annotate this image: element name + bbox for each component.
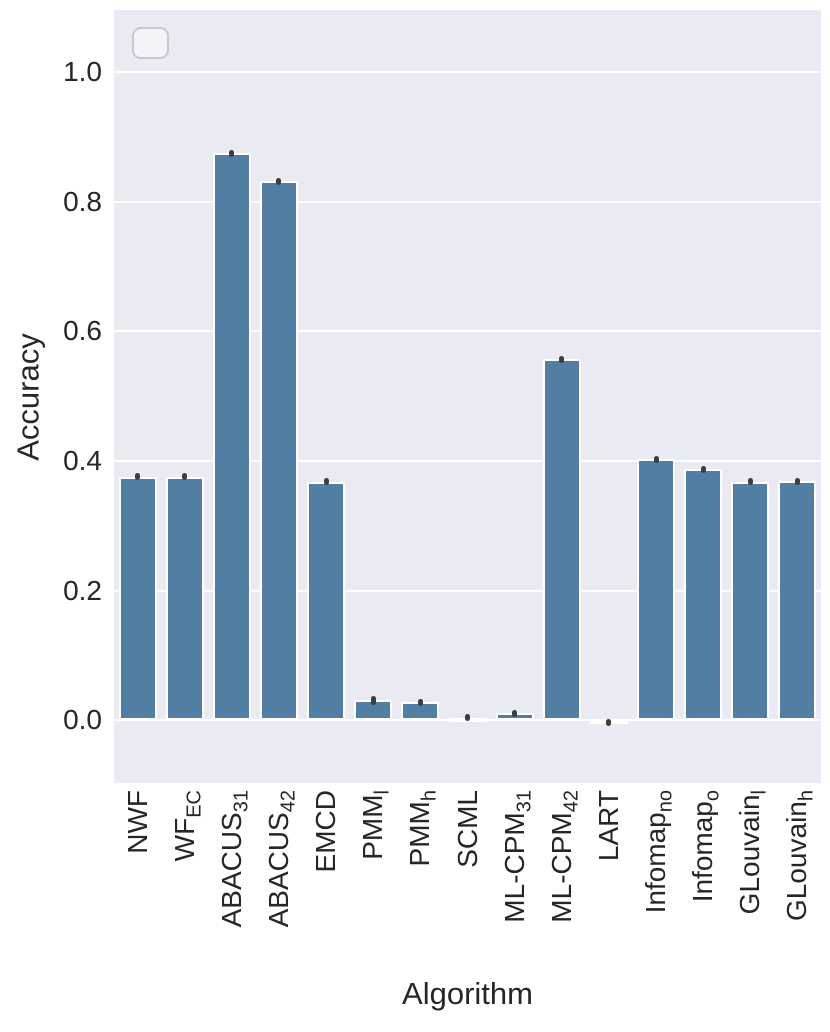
error-bar [323,478,329,486]
bar [731,481,770,721]
plot-area [114,10,821,783]
x-tick-label: PMMh [404,790,441,867]
x-tick-label: ML-CPM31 [498,790,536,923]
y-tick-label: 0.8 [63,185,102,217]
error-bar [182,473,188,481]
error-bar [276,177,282,185]
gridline [114,200,821,203]
x-tick-label-subscript: h [796,790,819,802]
y-tick-label: 0.0 [63,704,102,736]
x-tick-label: NWF [121,790,153,854]
error-bar [653,455,659,463]
error-bar [747,478,753,486]
legend-box [132,27,169,59]
bar [259,181,298,721]
error-bar [794,477,800,485]
x-tick-cell: ML-CPM31 [498,790,536,985]
error-bar [700,465,706,473]
bar [542,359,581,721]
x-tick-label-subscript: no [654,790,677,813]
x-tick-label: LART [592,790,624,862]
x-tick-cell: Infomapo [686,790,724,985]
bar [307,481,346,721]
x-tick-label-subscript: l [748,790,771,795]
x-axis-label: Algorithm [402,976,533,1011]
bar [165,476,204,721]
x-tick-cell: EMCD [309,790,343,985]
y-axis-label-wrap: Accuracy [0,10,58,783]
x-tick-cell: GLouvainh [780,790,819,985]
x-tick-label-subscript: 42 [560,790,583,813]
y-tick-label: 1.0 [63,56,102,88]
x-tick-label: GLouvainl [734,790,771,915]
x-tick-label: Infomapno [640,790,677,914]
x-tick-label: GLouvainh [781,790,819,921]
error-bar [512,709,518,717]
error-bar [417,698,423,706]
y-tick-label: 0.6 [63,315,102,347]
error-bar [465,714,470,722]
y-axis-label: Accuracy [11,332,47,461]
x-tick-label-subscript: EC [183,790,206,818]
error-bar [606,718,612,726]
x-tick-cell: ABACUS31 [215,790,253,985]
x-tick-label: ABACUS42 [262,790,300,928]
x-tick-cell: GLouvainl [733,790,771,985]
gridline [114,589,821,592]
bar [118,476,157,721]
x-tick-label: WFEC [168,790,206,862]
x-tick-cell: LART [592,790,626,985]
error-bar [370,695,376,705]
x-tick-cell: PMMh [403,790,441,985]
y-tick-label: 0.2 [63,574,102,606]
x-tick-label-subscript: 31 [513,790,536,813]
gridline [114,459,821,462]
error-bar [229,149,235,157]
x-tick-cell: WFEC [168,790,206,985]
gridline [114,330,821,333]
x-tick-label: ML-CPM42 [545,790,583,923]
error-bar [135,473,141,481]
x-tick-label-subscript: o [701,790,724,802]
x-tick-cell: ML-CPM42 [545,790,583,985]
x-tick-label-subscript: 42 [277,790,300,813]
x-tick-cell: Infomapno [639,790,677,985]
x-tick-label: SCML [451,790,483,868]
error-bar [559,355,565,363]
x-tick-label-subscript: 31 [230,790,253,813]
bar [637,459,676,721]
x-tick-label: PMMl [357,790,394,860]
y-tick-label: 0.4 [63,444,102,476]
x-tick-cell: SCML [451,790,485,985]
x-tick-label: Infomapo [687,790,724,903]
x-tick-cell: ABACUS42 [262,790,300,985]
x-tick-cell: NWF [121,790,155,985]
x-tick-label: ABACUS31 [215,790,253,928]
bar [212,153,251,721]
x-tick-label: EMCD [310,790,342,873]
bar [684,469,723,721]
x-tick-label-subscript: l [371,790,394,795]
gridline [114,71,821,74]
bar [778,481,817,721]
x-tick-cell: PMMl [356,790,394,985]
x-tick-label-subscript: h [418,790,441,802]
